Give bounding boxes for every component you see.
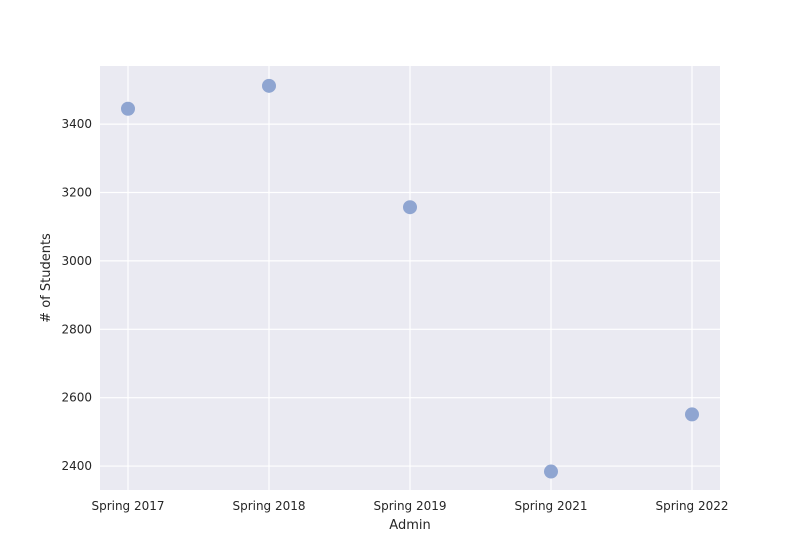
x-tick-labels: Spring 2017 Spring 2018 Spring 2019 Spring …: [91, 499, 728, 513]
data-point: [121, 101, 135, 116]
data-point: [262, 78, 276, 93]
y-tick-label: 3400: [61, 117, 92, 131]
x-axis-label: Admin: [389, 518, 430, 533]
data-point: [403, 200, 417, 215]
y-tick-label: 2400: [61, 459, 92, 473]
data-point: [685, 407, 699, 422]
x-tick-label: Spring 2019: [373, 499, 446, 513]
x-tick-label: Spring 2017: [91, 499, 164, 513]
x-tick-label: Spring 2021: [514, 499, 587, 513]
x-tick-label: Spring 2022: [655, 499, 728, 513]
y-tick-label: 2600: [61, 391, 92, 405]
y-tick-label: 2800: [61, 322, 92, 336]
data-points: [121, 78, 699, 479]
y-axis-label: # of Students: [39, 233, 54, 323]
y-tick-label: 3000: [61, 254, 92, 268]
y-tick-labels: 2400 2600 2800 3000 3200 3400: [61, 117, 92, 473]
y-tick-label: 3200: [61, 186, 92, 200]
x-tick-label: Spring 2018: [232, 499, 305, 513]
data-point: [544, 464, 558, 479]
